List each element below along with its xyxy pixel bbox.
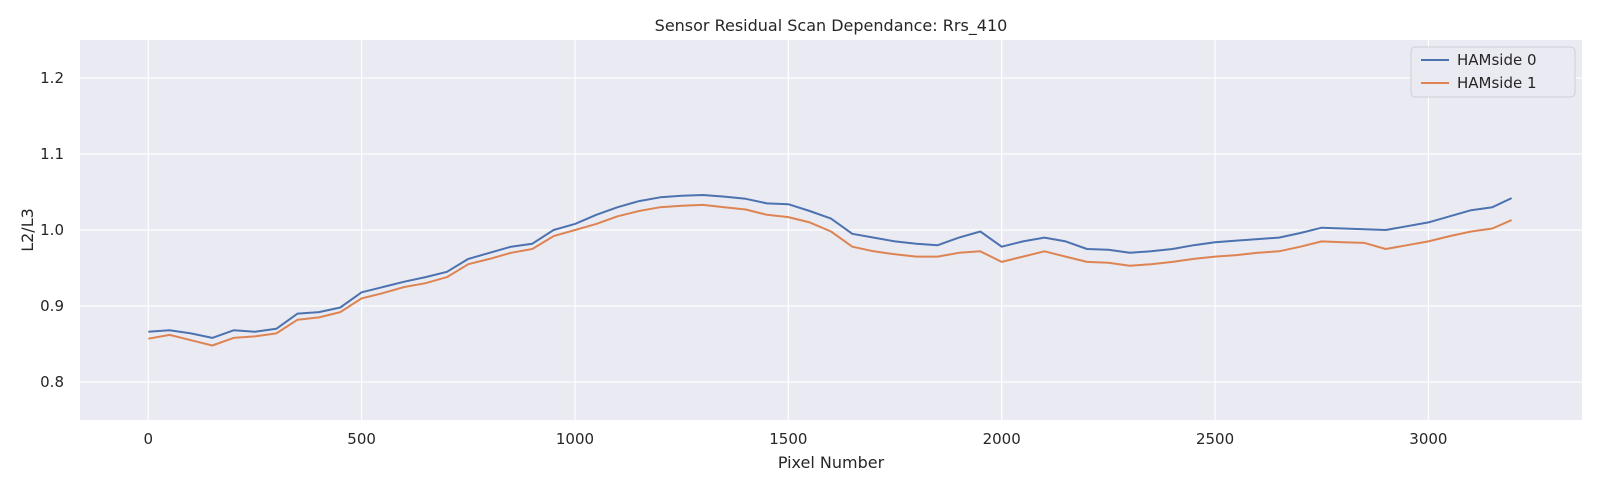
y-gridlines	[80, 77, 1582, 383]
y-tick-label: 1.0	[40, 221, 64, 239]
y-tick-label: 0.9	[40, 297, 64, 315]
legend-label-hamside-0: HAMside 0	[1457, 51, 1537, 69]
x-tick-label: 2500	[1196, 430, 1234, 448]
legend-box	[1410, 46, 1576, 98]
x-tick-labels: 0 500 1000 1500 2000 2500 3000	[143, 430, 1447, 448]
x-tick-label: 2000	[983, 430, 1021, 448]
x-tick-label: 3000	[1409, 430, 1447, 448]
y-tick-label: 1.1	[40, 145, 64, 163]
legend-label-hamside-1: HAMside 1	[1457, 74, 1537, 92]
x-tick-label: 1500	[769, 430, 807, 448]
series-line-hamside-0	[148, 194, 1513, 339]
series-line-hamside-1	[148, 203, 1513, 347]
y-tick-label: 0.8	[40, 373, 64, 391]
x-tick-label: 0	[143, 430, 153, 448]
x-gridlines	[147, 40, 1429, 420]
x-axis-label: Pixel Number	[778, 453, 885, 472]
series-layer	[148, 194, 1513, 347]
legend: HAMside 0 HAMside 1	[1410, 46, 1576, 98]
y-tick-label: 1.2	[40, 69, 64, 87]
chart-title: Sensor Residual Scan Dependance: Rrs_410	[655, 16, 1008, 36]
y-tick-labels: 0.8 0.9 1.0 1.1 1.2	[40, 69, 64, 391]
x-tick-label: 500	[347, 430, 376, 448]
x-tick-label: 1000	[556, 430, 594, 448]
y-axis-label: L2/L3	[18, 208, 37, 252]
